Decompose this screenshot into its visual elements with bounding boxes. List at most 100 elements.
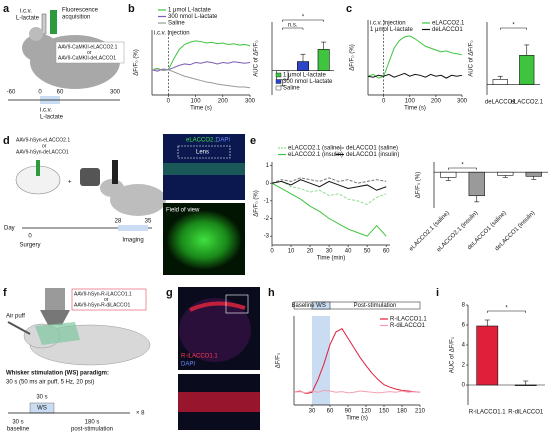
header-ws [311, 301, 331, 310]
label: Day [4, 226, 15, 232]
y-tick-label: 4 [462, 343, 466, 349]
legend-swatch [275, 72, 282, 78]
annotation: 1 μmol L-lactate [370, 27, 413, 33]
stain-label: DAPI [181, 362, 195, 368]
x-tick-label: 150 [379, 409, 390, 415]
x-axis-label: Time (min) [317, 256, 345, 262]
series-line [151, 40, 251, 71]
legend-swatch [275, 85, 282, 91]
x-tick-label: R-iLACCO1.1 [469, 410, 506, 416]
y-tick-label: 0 [266, 181, 270, 187]
series-line [367, 35, 463, 79]
legend-label: Saline [168, 21, 185, 27]
legend-label: deLACCO1 [432, 27, 463, 33]
annotation: i.c.v. injection [370, 21, 406, 27]
legend-label: R-diLACCO1 [390, 323, 426, 329]
objective [40, 310, 70, 325]
imaging-window [118, 225, 148, 231]
bar [492, 79, 508, 85]
label: Lens [196, 150, 209, 156]
label: 30 s (50 ms air puff, 5 Hz, 20 psi) [6, 380, 94, 386]
label: 180 s [85, 420, 100, 426]
label: or [42, 143, 47, 149]
micrograph-band [163, 163, 245, 175]
header-label: Baseline [291, 303, 315, 309]
bar [468, 171, 485, 197]
significance-label: * [505, 306, 508, 312]
legend-label: Saline [283, 86, 300, 92]
label: post-stimulation [71, 427, 113, 433]
x-tick-label: 40 [345, 249, 352, 255]
label: Surgery [19, 243, 40, 249]
zoom-box [225, 294, 249, 314]
label: Air puff [6, 314, 25, 320]
x-axis-label: Time (s) [190, 106, 212, 112]
x-tick-label: 60 [327, 409, 334, 415]
y-tick-label: -2 [264, 216, 270, 222]
series-line [293, 389, 421, 394]
label: i.c.v. [20, 9, 32, 15]
annotation: i.c.v. injection [154, 31, 190, 37]
y-axis-label: ΔF/F₀ (%) [254, 190, 260, 217]
fov-glow [166, 210, 242, 270]
panel-letter: g [166, 287, 173, 299]
header-label: WS [316, 303, 326, 309]
y-tick-label: 6 [462, 323, 466, 329]
panel-letter: i [436, 287, 439, 299]
y-tick-label: 1 [266, 163, 270, 169]
x-tick-label: 200 [431, 99, 442, 105]
label: 30 s [36, 395, 47, 401]
label: AAV9-hSyn-R-diLACCO1 [74, 302, 131, 308]
x-tick-label: 10 [288, 249, 295, 255]
label: i.c.v. [40, 108, 52, 114]
legend-label: 1 μmol L-lactate [168, 8, 211, 14]
legend-label: eLACCO2.1 [432, 21, 465, 27]
y-axis-label: AUC of ΔF/F₀ [254, 40, 260, 77]
label: Field of view [166, 208, 200, 214]
series-line [293, 328, 421, 395]
label: × 8 [136, 411, 145, 417]
panel-letter: f [3, 287, 7, 299]
air-nozzle [7, 321, 31, 335]
panel-letter: c [346, 3, 352, 15]
bar [525, 171, 542, 177]
x-tick-label: R-diLACCO1 [508, 410, 544, 416]
series-line [271, 180, 387, 205]
label: baseline [7, 427, 30, 433]
fiber [50, 10, 57, 34]
syringe [36, 160, 40, 176]
y-tick-label: 2 [462, 363, 466, 369]
label: 30 s [12, 420, 23, 426]
bar [519, 55, 535, 85]
legend-label: deLACCO1 (insulin) [346, 152, 399, 158]
label: AAV9-CaMKII-eLACCO2.1 [58, 44, 118, 50]
series-line [271, 177, 387, 184]
label: Fluorescence [62, 8, 99, 14]
series-line [271, 182, 387, 237]
timeline-tick: -60 [7, 90, 16, 96]
significance-label: * [461, 163, 464, 169]
bar [440, 171, 457, 178]
legend-label: eLACCO2.1 (insulin) [288, 152, 343, 158]
y-axis-label: ΔF/F₀ (%) [134, 49, 140, 76]
y-tick-label: 0 [462, 383, 466, 389]
label: Whisker stimulation (WS) paradigm: [6, 371, 109, 377]
y-axis-label: ΔF/F₀ (%) [416, 172, 422, 199]
x-tick-label: 0 [270, 249, 274, 255]
label: AAV9-CaMKII-deLACCO1 [58, 55, 116, 61]
y-tick-label: -1 [264, 198, 270, 204]
stain-label: R-iLACCO1.1 [181, 354, 218, 360]
bar [514, 384, 537, 386]
microscope [45, 288, 65, 310]
y-axis-label: ΔF/F₀ [276, 352, 282, 368]
legend-label: eLACCO2.1 (saline) [288, 146, 342, 152]
label: AAV9-hSyn-deLACCO1 [16, 149, 69, 155]
y-axis-label: ΔF/F₀ (%) [350, 44, 356, 71]
significance-label: * [512, 23, 515, 29]
x-tick-label: 120 [361, 409, 372, 415]
bar [317, 49, 330, 71]
timeline-tick: 60 [57, 90, 64, 96]
mouse-head [22, 34, 58, 62]
y-axis-label: AUC of ΔF/F₀ [450, 336, 456, 373]
series-line [367, 72, 463, 79]
